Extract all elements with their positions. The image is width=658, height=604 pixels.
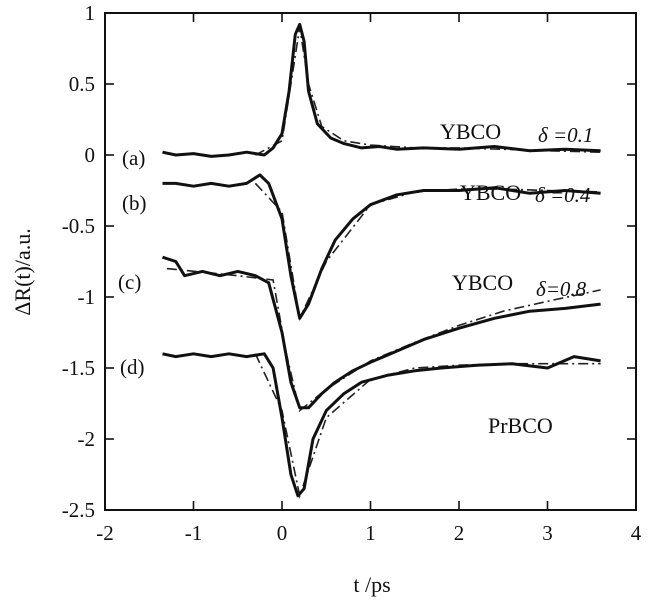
y-tick-label: -2 bbox=[78, 427, 96, 451]
x-tick-label: -1 bbox=[185, 521, 203, 545]
curve-label: (c) bbox=[118, 270, 141, 294]
fit-line bbox=[254, 182, 601, 321]
delta-label: δ =0.4 bbox=[535, 183, 591, 207]
delta-label: δ =0.1 bbox=[538, 123, 593, 147]
x-tick-label: -2 bbox=[96, 521, 114, 545]
curve-label: (b) bbox=[122, 191, 147, 215]
x-tick-label: 3 bbox=[542, 521, 553, 545]
plot-frame bbox=[104, 12, 637, 511]
x-tick-label: 1 bbox=[365, 521, 376, 545]
series-name-label: PrBCO bbox=[488, 413, 553, 438]
curve-label: (a) bbox=[122, 146, 145, 170]
y-tick-label: 0.5 bbox=[69, 72, 95, 96]
y-tick-label: -2.5 bbox=[62, 498, 95, 522]
y-tick-label: -0.5 bbox=[62, 214, 95, 238]
series-name-label: YBCO bbox=[452, 270, 513, 295]
y-axis-label: ΔR(t)/a.u. bbox=[10, 228, 35, 315]
series-line bbox=[162, 352, 601, 498]
series-line bbox=[162, 173, 601, 320]
series-name-label: YBCO bbox=[460, 180, 521, 205]
y-tick-label: -1 bbox=[78, 285, 96, 309]
series-line bbox=[162, 22, 601, 158]
x-tick-label: 0 bbox=[277, 521, 288, 545]
x-tick-label: 2 bbox=[454, 521, 465, 545]
y-tick-label: 1 bbox=[85, 1, 96, 25]
series-line bbox=[162, 255, 601, 410]
delta-label: δ=0.8 bbox=[536, 277, 587, 301]
x-tick-label: 4 bbox=[631, 521, 642, 545]
fit-line bbox=[254, 353, 601, 499]
y-tick-label: -1.5 bbox=[62, 356, 95, 380]
curve-label: (d) bbox=[120, 355, 145, 379]
y-tick-label: 0 bbox=[85, 143, 96, 167]
x-axis-label: t /ps bbox=[353, 572, 390, 597]
series-name-label: YBCO bbox=[440, 119, 501, 144]
